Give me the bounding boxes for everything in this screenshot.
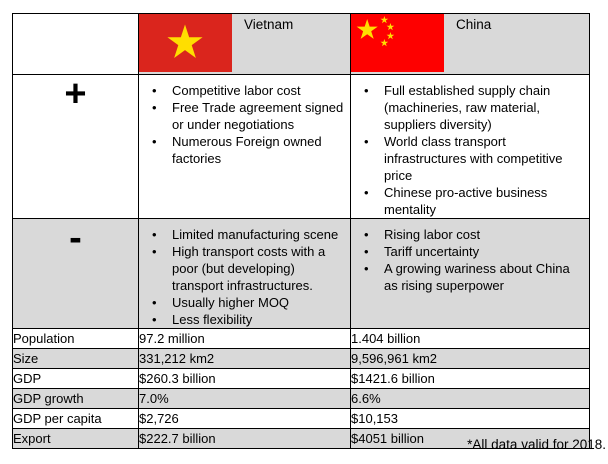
stat-label: GDP growth (12, 388, 139, 409)
header-row: Vietnam China (12, 13, 590, 75)
china-pros-cell: Full established supply chain (machineri… (350, 74, 590, 219)
bullet-item: World class transport infrastructures wi… (351, 133, 585, 184)
stat-value-vietnam: $2,726 (138, 408, 351, 429)
stat-label: Export (12, 428, 139, 449)
china-cons-cell: Rising labor costTariff uncertaintyA gro… (350, 218, 590, 329)
bullet-item: Usually higher MOQ (139, 294, 346, 311)
footnote: *All data valid for 2018. (467, 437, 606, 452)
bullet-item: Free Trade agreement signed or under neg… (139, 99, 346, 133)
stat-value-china: 9,596,961 km2 (350, 348, 590, 369)
stat-value-vietnam: 97.2 million (138, 328, 351, 349)
stat-row-gdp: GDP $260.3 billion $1421.6 billion (12, 368, 590, 389)
stat-label: GDP (12, 368, 139, 389)
blank-corner-cell (12, 13, 139, 75)
china-pros-list: Full established supply chain (machineri… (351, 75, 589, 218)
stat-value-vietnam: $260.3 billion (138, 368, 351, 389)
china-cons-list: Rising labor costTariff uncertaintyA gro… (351, 219, 589, 294)
vietnam-pros-list: Competitive labor costFree Trade agreeme… (139, 75, 350, 167)
stat-value-china: $10,153 (350, 408, 590, 429)
stat-row-population: Population 97.2 million 1.404 billion (12, 328, 590, 349)
vietnam-header-cell: Vietnam (138, 13, 351, 75)
comparison-table: Vietnam China (12, 13, 590, 449)
stat-value-vietnam: 7.0% (138, 388, 351, 409)
stat-value-vietnam: 331,212 km2 (138, 348, 351, 369)
stat-value-vietnam: $222.7 billion (138, 428, 351, 449)
china-flag-icon (351, 14, 444, 72)
bullet-item: Numerous Foreign owned factories (139, 133, 346, 167)
stat-value-china: $4051 billion (350, 428, 590, 449)
china-header-label: China (456, 17, 492, 32)
vietnam-header-label: Vietnam (244, 17, 294, 32)
bullet-item: High transport costs with a poor (but de… (139, 243, 346, 294)
stat-value-china: 6.6% (350, 388, 590, 409)
bullet-item: Full established supply chain (machineri… (351, 82, 585, 133)
bullet-item: Less flexibility (139, 311, 346, 328)
china-header-cell: China (350, 13, 590, 75)
stat-label: Size (12, 348, 139, 369)
bullet-item: Competitive labor cost (139, 82, 346, 99)
bullet-item: Limited manufacturing scene (139, 226, 346, 243)
stat-label: GDP per capita (12, 408, 139, 429)
bullet-item: A growing wariness about China as rising… (351, 260, 585, 294)
minus-symbol: - (12, 218, 139, 329)
pros-row: + Competitive labor costFree Trade agree… (12, 74, 590, 219)
vietnam-cons-list: Limited manufacturing sceneHigh transpor… (139, 219, 350, 328)
stat-label: Population (12, 328, 139, 349)
bullet-item: Tariff uncertainty (351, 243, 585, 260)
stat-row-gdp-growth: GDP growth 7.0% 6.6% (12, 388, 590, 409)
stat-row-size: Size 331,212 km2 9,596,961 km2 (12, 348, 590, 369)
vietnam-pros-cell: Competitive labor costFree Trade agreeme… (138, 74, 351, 219)
bullet-item: Chinese pro-active business mentality (351, 184, 585, 218)
plus-symbol: + (12, 74, 139, 219)
stat-value-china: $1421.6 billion (350, 368, 590, 389)
vietnam-cons-cell: Limited manufacturing sceneHigh transpor… (138, 218, 351, 329)
bullet-item: Rising labor cost (351, 226, 585, 243)
cons-row: - Limited manufacturing sceneHigh transp… (12, 218, 590, 329)
stat-row-gdp-per-capita: GDP per capita $2,726 $10,153 (12, 408, 590, 429)
stat-row-export: Export $222.7 billion $4051 billion (12, 428, 590, 449)
vietnam-flag-icon (139, 14, 232, 72)
stat-value-china: 1.404 billion (350, 328, 590, 349)
